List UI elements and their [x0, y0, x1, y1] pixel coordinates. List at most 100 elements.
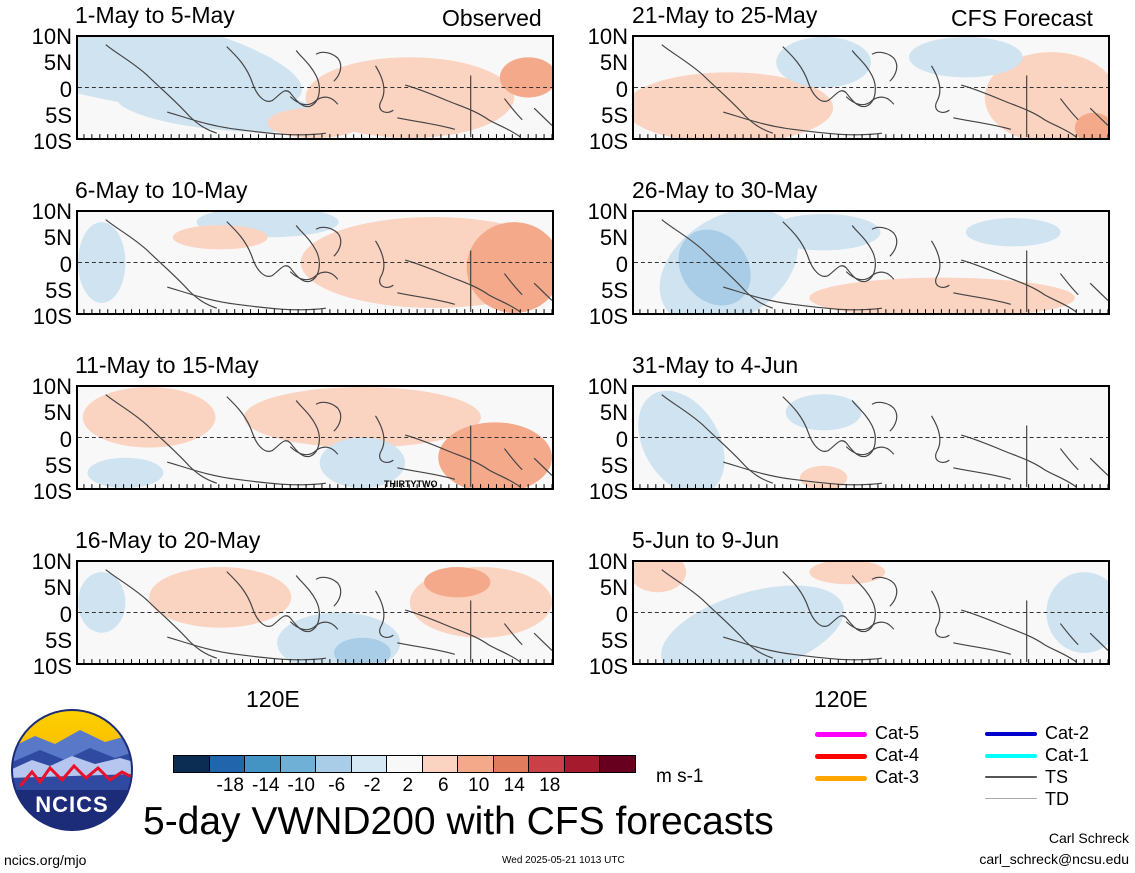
footer-email: carl_schreck@ncsu.edu — [979, 851, 1129, 867]
coastline — [397, 467, 455, 480]
coastline — [226, 396, 320, 458]
y-tick-label: 5S — [45, 278, 72, 303]
coastline — [845, 621, 895, 631]
colorbar-label: 6 — [437, 775, 449, 796]
coastline — [533, 457, 552, 476]
map-canvas — [634, 390, 1108, 488]
coastline — [315, 51, 342, 82]
colorbar-swatch — [208, 755, 245, 773]
legend-line — [815, 732, 867, 737]
coastline — [871, 51, 898, 82]
map-canvas — [634, 212, 1108, 313]
wind-map — [76, 560, 554, 665]
coastline — [289, 621, 339, 631]
wind-map — [632, 210, 1110, 315]
coastline — [782, 221, 876, 283]
y-tick-label: 5S — [45, 628, 72, 653]
coastline — [1059, 273, 1079, 296]
coastline — [167, 461, 326, 486]
anomaly-region — [267, 107, 363, 138]
panel-title: 21-May to 25-May — [632, 2, 818, 28]
y-tick-label: 10N — [31, 374, 72, 399]
anomaly-region — [785, 394, 862, 431]
legend-label: Cat-4 — [875, 745, 920, 765]
coastline — [289, 271, 339, 281]
coastline — [723, 111, 882, 136]
coastline — [723, 461, 882, 486]
coastline — [397, 642, 455, 655]
y-tick-label: 10S — [588, 129, 628, 154]
coastline — [503, 273, 523, 296]
ncics-logo: NCICS — [10, 708, 134, 832]
coastline — [782, 46, 876, 108]
coastline — [405, 609, 521, 663]
coastline — [930, 590, 950, 638]
anomaly-region — [661, 585, 844, 663]
y-tick-label: 0 — [59, 77, 72, 102]
coastline — [374, 590, 394, 638]
colorbar-units: m s-1 — [656, 766, 704, 787]
anomaly-region — [634, 72, 834, 138]
anomaly-region — [424, 567, 491, 598]
legend-line — [985, 798, 1037, 799]
legend-label: Cat-1 — [1045, 745, 1090, 765]
coastline — [503, 448, 523, 471]
wind-map — [632, 560, 1110, 665]
y-tick-label: 0 — [59, 602, 72, 627]
coastline — [961, 259, 1077, 313]
y-tick-label: 5N — [43, 575, 72, 600]
colorbar-swatch — [350, 755, 387, 773]
coastline — [405, 259, 521, 313]
anomaly-region — [243, 387, 481, 448]
coastline — [661, 44, 774, 134]
coastline — [930, 415, 950, 463]
coastline — [961, 84, 1077, 138]
map-canvas — [78, 212, 552, 313]
coastline — [533, 632, 552, 651]
coastline — [397, 292, 455, 305]
coastline — [405, 84, 521, 138]
coastline — [871, 576, 898, 607]
logo-icon — [11, 709, 133, 831]
colorbar-label: -14 — [252, 775, 280, 796]
anomaly-region — [965, 218, 1061, 247]
y-tick-label: 5S — [601, 278, 628, 303]
coastline — [961, 609, 1077, 663]
y-tick-label: 0 — [615, 602, 628, 627]
colorbar-swatch — [315, 755, 352, 773]
main-title: 5-day VWND200 with CFS forecasts — [143, 800, 774, 843]
y-tick-label: 10S — [32, 129, 72, 154]
y-tick-label: 0 — [59, 427, 72, 452]
coastline — [1089, 632, 1108, 651]
legend-line — [985, 754, 1037, 758]
coastline — [105, 44, 218, 134]
legend-line — [815, 776, 867, 781]
coastline — [1089, 457, 1108, 476]
coastline — [661, 219, 774, 309]
panel-title: 16-May to 20-May — [75, 527, 261, 553]
wind-map: THIRTYTWO — [76, 385, 554, 490]
y-tick-label: 10N — [587, 549, 628, 574]
coastline — [782, 396, 876, 458]
anomaly-region — [319, 437, 406, 488]
anomaly-region — [766, 214, 881, 251]
coastline — [953, 292, 1011, 305]
legend-label: Cat-3 — [875, 767, 920, 787]
coastline — [845, 446, 895, 456]
coastline — [782, 571, 876, 633]
coastline — [930, 240, 950, 288]
x-axis-label-left: 120E — [246, 686, 300, 712]
anomaly-region — [638, 390, 725, 488]
legend-label: TD — [1045, 789, 1069, 809]
coastline — [723, 286, 882, 311]
panel-corner-label: CFS Forecast — [951, 5, 1093, 31]
y-tick-label: 5S — [45, 103, 72, 128]
anomaly-region — [809, 277, 1075, 313]
coastline — [533, 282, 552, 301]
y-tick-label: 10N — [31, 549, 72, 574]
anomaly-region — [78, 572, 126, 633]
coastline — [1059, 448, 1079, 471]
y-tick-label: 5N — [43, 225, 72, 250]
colorbar-swatch — [244, 755, 281, 773]
colorbar-label: 10 — [468, 775, 490, 796]
